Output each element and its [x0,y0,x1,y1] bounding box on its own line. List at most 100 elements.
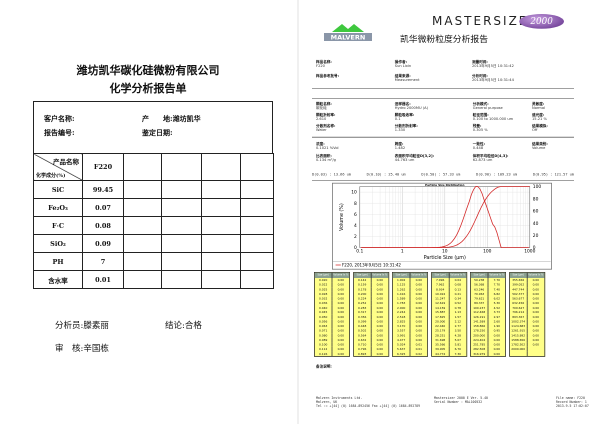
size-cell: 1261.915 [510,328,528,333]
size-cell: 1.262 [393,287,411,292]
table-row: 0.178 0.00 [354,287,388,292]
size-cell: 70.963 [471,291,489,297]
origin-value: 潍坊凯华 [172,114,201,123]
parameter-field: 结果模拟: Off [532,124,548,132]
table-header: Size (μm) Volume In % [431,272,467,278]
volume-cell: 0.00 [415,319,423,324]
percentile-row: D(0.03) : 13.66 um D(0.10) : 25.40 um D(0.… [312,173,574,177]
table-row: 0.126 0.00 [315,351,349,356]
field-label: 颗粒折射率: [316,113,336,117]
cumulative-volume-line [361,186,530,249]
volume-cell: 0.52 [454,301,462,305]
table-row: 7.096 0.04 [432,277,466,283]
size-cell: 17.825 [432,314,450,320]
field-value: 碳化硅 [316,106,327,111]
table-row: 0.100 0.00 [315,342,349,347]
table-row: 1588.656 0.00 [510,337,544,343]
mastersizer-brand: MASTERSIZER [432,14,539,28]
volume-cell: 6.02 [493,296,501,301]
origin-label: 产 地: [142,114,173,123]
volume-cell: 0.00 [532,292,540,296]
table-row: 1415.892 0.00 [510,333,544,338]
x-tick-label: 1000 [524,249,535,255]
volume-cell: 0.00 [376,296,384,301]
size-cell: 1782.502 [510,342,528,347]
volume-cell: 0.00 [532,324,540,328]
component-value: 7 [82,252,124,271]
empty-cell [240,270,274,289]
size-cell: 15.887 [432,310,450,315]
percentile-value: D(0.90) : 109.23 um [475,172,518,177]
divider [312,98,574,99]
empty-cell [240,153,274,181]
field-value: 0.1021 %Vol [316,146,339,151]
footer-line: Tel := +[44] (0) 1684-892456 Fax +[44] (… [316,404,421,408]
volume-cell: 0.00 [493,351,501,356]
table-header: Size (μm) Volume In % [353,272,389,278]
size-header: Size (μm) [510,272,528,278]
volume-header: Volume In % [372,273,388,277]
table-row: 1.589 0.00 [393,296,427,301]
empty-cell [201,234,241,253]
size-cell: 0.502 [354,328,372,333]
field-label: 灵敏度: [532,102,545,106]
table-row: 31.698 5.07 [432,337,466,343]
header-product: 产品名称 [53,158,79,166]
table-row: 1782.502 0.00 [510,342,544,347]
size-cell: 6.325 [393,351,411,356]
table-row: 0.089 0.00 [315,337,349,343]
volume-cell: 0.00 [376,351,384,356]
field-value: Measurement [394,78,420,83]
volume-cell: 0.00 [532,287,540,291]
volume-cell: 7.40 [493,287,501,291]
y-left-tick-label: 10 [351,190,357,196]
volume-cell: 0.00 [532,328,540,333]
y-right-tick-label: 20 [533,233,539,239]
y-right-tick-label: 80 [533,196,539,202]
size-cell: 79.621 [471,296,489,301]
size-cell: 2.825 [393,319,411,324]
size-cell: 0.399 [354,319,372,324]
table-row: 5.024 0.01 [393,342,427,347]
size-cell: 20.000 [432,319,450,324]
size-cell: 112.468 [471,310,489,315]
table-row: 17.825 1.57 [432,314,466,320]
size-cell: 10.024 [432,291,450,297]
result-field: 表面积平均粒径D[3,2]: 44.763 um [395,154,434,162]
volume-cell: 6.82 [493,292,501,296]
size-cell: 126.191 [471,314,489,320]
size-cell [510,351,528,356]
size-cell: 1.783 [393,300,411,306]
conclusion-label: 结论: [165,321,185,331]
volume-cell: 2.97 [493,315,501,319]
size-cell: 35.566 [432,342,450,347]
table-row: 5.637 0.01 [393,346,427,352]
size-cell: 0.080 [315,333,333,338]
parameter-field: 进样器名: Hydro 2000MU (A) [395,102,428,110]
table-row: 22.440 2.77 [432,323,466,329]
volume-cell: 0.00 [493,342,501,347]
empty-cell [123,234,162,253]
volume-cell: 0.95 [493,328,501,333]
size-cell: 1415.892 [510,333,528,338]
size-cell: 0.036 [315,300,333,306]
size-cell: 0.056 [315,319,333,324]
table-header: Size (μm) Volume In % [509,272,545,278]
volume-cell: 0.00 [376,292,384,296]
table-row: 1.262 0.00 [393,287,427,292]
y-right-tick-label: 40 [533,221,539,227]
table-row: 2.000 0.00 [393,305,427,310]
size-cell: 0.142 [354,277,372,283]
table-row: 502.377 0.00 [510,291,544,297]
field-value: 2013年9月5日 10:31:42 [472,64,514,69]
table-row: 0.142 0.00 [354,277,388,283]
y-left-tick-label: 0 [354,245,357,251]
size-cell: 5.637 [393,346,411,352]
y-right-tick-label: 100 [533,184,542,190]
parameter-field: 分析模式: General purpose [473,102,503,110]
volume-cell: 3.73 [493,310,501,314]
size-cell: 178.250 [471,328,489,333]
size-cell: 632.456 [510,300,528,306]
volume-cell: 0.00 [376,319,384,324]
empty-cell [161,270,202,289]
